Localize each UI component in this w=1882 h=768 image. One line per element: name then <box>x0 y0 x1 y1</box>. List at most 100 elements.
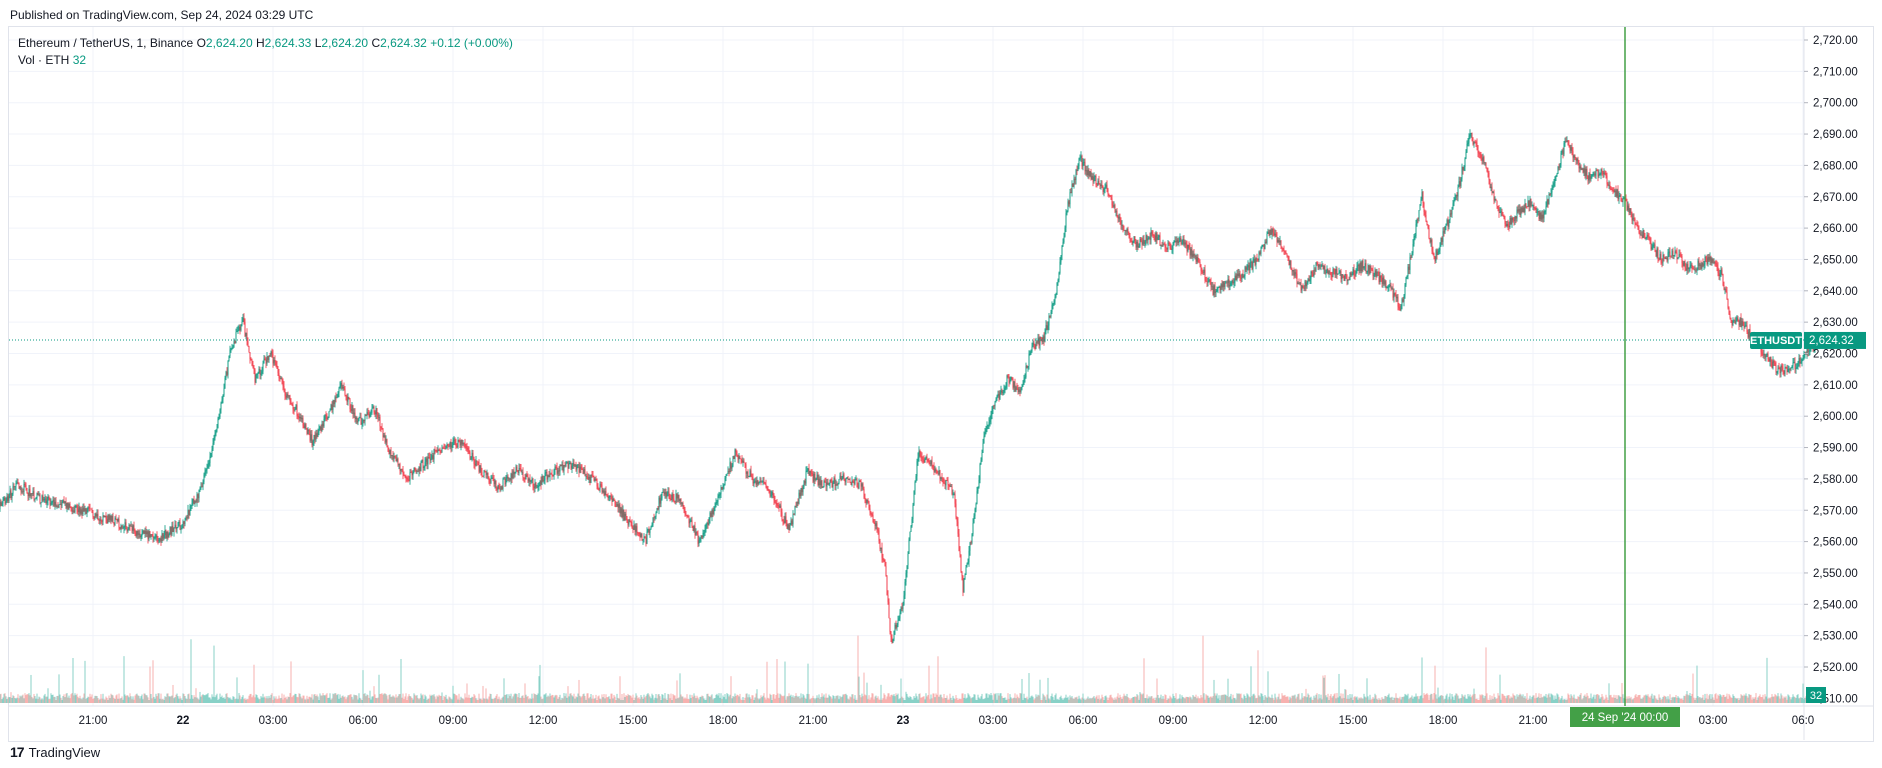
candle-body <box>533 486 535 489</box>
volume-bar <box>1495 698 1497 703</box>
volume-bar <box>346 697 348 703</box>
volume-bar <box>591 698 593 703</box>
volume-bar <box>1605 694 1607 703</box>
volume-bar <box>594 698 596 703</box>
candle-body <box>387 446 389 451</box>
volume-bar <box>25 695 27 703</box>
candle-body <box>971 534 973 543</box>
candle-body <box>391 455 393 456</box>
volume-bar <box>264 696 266 703</box>
volume-bar <box>332 693 334 703</box>
volume-bar <box>1645 694 1647 703</box>
candle-body <box>240 324 242 331</box>
volume-bar <box>1721 696 1723 703</box>
candle-body <box>1144 241 1146 244</box>
volume-bar <box>550 695 552 703</box>
volume-bar <box>252 695 254 703</box>
candle-body <box>500 486 502 490</box>
volume-bar <box>168 696 170 703</box>
volume-bar <box>1434 665 1436 703</box>
published-caption: Published on TradingView.com, Sep 24, 20… <box>10 8 314 22</box>
candle-body <box>187 509 189 519</box>
candle-body <box>1423 202 1425 213</box>
volume-bar <box>1621 683 1623 703</box>
volume-bar <box>1577 696 1579 703</box>
volume-bar <box>1443 699 1445 703</box>
candle-body <box>808 468 810 476</box>
volume-bar <box>33 693 35 703</box>
candle-body <box>813 473 815 482</box>
candle-body <box>270 351 272 356</box>
candle-body <box>1295 272 1297 274</box>
volume-bar <box>1695 697 1697 703</box>
candle-body <box>17 482 19 484</box>
volume-bar <box>1573 694 1575 703</box>
candle-body <box>1500 211 1502 213</box>
volume-bar <box>262 693 264 703</box>
volume-bar <box>115 695 117 703</box>
volume-bar <box>1027 699 1029 703</box>
volume-bar <box>352 699 354 703</box>
volume-bar <box>435 699 437 703</box>
volume-bar <box>1028 673 1030 703</box>
volume-bar <box>249 694 251 703</box>
volume-bar <box>178 698 180 703</box>
volume-bar <box>1146 694 1148 703</box>
candle-body <box>846 477 848 478</box>
volume-bar <box>186 699 188 703</box>
candle-body <box>453 439 455 441</box>
volume-bar <box>260 696 262 703</box>
volume-bar <box>1583 695 1585 703</box>
candle-body <box>1516 209 1518 219</box>
volume-bar <box>1475 699 1477 703</box>
volume-bar <box>261 697 263 703</box>
volume-bar <box>1679 698 1681 703</box>
candle-body <box>5 501 7 504</box>
candle-body <box>1210 281 1212 287</box>
volume-bar <box>651 693 653 703</box>
candle-body <box>788 524 790 531</box>
chart-frame[interactable] <box>8 26 1874 742</box>
volume-bar <box>748 694 750 703</box>
candle-body <box>1109 195 1111 197</box>
candle-body <box>46 500 48 504</box>
candle-body <box>172 525 174 532</box>
volume-bar <box>1748 694 1750 703</box>
volume-bar <box>1203 693 1205 703</box>
volume-bar <box>127 695 129 703</box>
candle-body <box>58 504 60 508</box>
volume-bar <box>67 697 69 703</box>
candle-body <box>350 409 352 411</box>
volume-bar <box>489 693 491 703</box>
candle-body <box>892 639 894 643</box>
volume-bar <box>467 697 469 703</box>
volume-bar <box>1200 695 1202 703</box>
candle-body <box>1363 266 1365 269</box>
candle-body <box>889 618 891 632</box>
volume-bar <box>1794 697 1796 703</box>
volume-bar <box>1584 694 1586 703</box>
volume-bar <box>242 695 244 703</box>
candle-body <box>1291 269 1293 272</box>
volume-bar <box>540 696 542 703</box>
volume-bar <box>511 698 513 703</box>
volume-bar <box>1219 699 1221 703</box>
volume-bar <box>1634 695 1636 703</box>
volume-bar <box>73 695 75 703</box>
candle-body <box>768 490 770 492</box>
candle-body <box>1166 247 1168 250</box>
volume-bar <box>817 697 819 703</box>
volume-bar <box>396 697 398 703</box>
volume-bar <box>1254 695 1256 703</box>
volume-bar <box>524 683 526 703</box>
candle-body <box>319 426 321 430</box>
volume-bar <box>1170 697 1172 703</box>
candle-body <box>1426 221 1428 226</box>
candle-body <box>368 414 370 418</box>
candle-body <box>1072 183 1074 187</box>
candle-body <box>1311 271 1313 274</box>
candle-body <box>431 455 433 459</box>
volume-bar <box>818 694 820 703</box>
candle-body <box>1048 315 1050 326</box>
